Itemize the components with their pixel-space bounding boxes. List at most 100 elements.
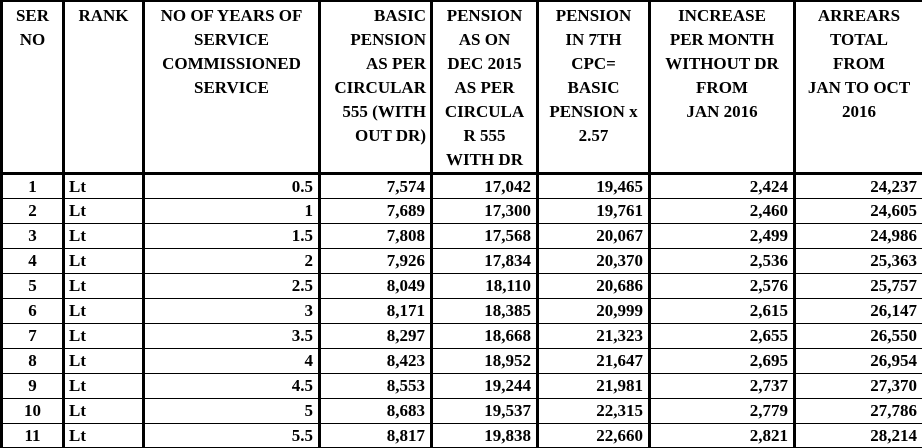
- cell-rank: Lt: [62, 248, 145, 274]
- cell-arrears: 26,147: [793, 298, 922, 324]
- cell-basic_pension: 7,926: [318, 248, 433, 274]
- cell-rank: Lt: [62, 198, 145, 224]
- cell-pension_dec_2015: 17,042: [430, 173, 539, 199]
- table-header-row: SER NO RANK NO OF YEARS OF SERVICE COMMISS…: [0, 0, 922, 175]
- header-cell-ser_no: SER NO: [0, 0, 65, 175]
- cell-basic_pension: 8,423: [318, 348, 433, 374]
- cell-increase: 2,821: [648, 423, 796, 448]
- cell-increase: 2,499: [648, 223, 796, 249]
- table-row: 9 Lt 4.5 8,553 19,244 21,981 2,737 27,370: [0, 373, 922, 399]
- cell-basic_pension: 7,808: [318, 223, 433, 249]
- cell-rank: Lt: [62, 173, 145, 199]
- cell-years_of_service: 1: [142, 198, 321, 224]
- cell-years_of_service: 3: [142, 298, 321, 324]
- cell-years_of_service: 4.5: [142, 373, 321, 399]
- cell-rank: Lt: [62, 398, 145, 424]
- header-cell-pension_dec_2015: PENSION AS ON DEC 2015 AS PER CIRCULA R …: [430, 0, 539, 175]
- cell-arrears: 24,986: [793, 223, 922, 249]
- table-row: 2 Lt 1 7,689 17,300 19,761 2,460 24,605: [0, 198, 922, 224]
- cell-pension_dec_2015: 17,834: [430, 248, 539, 274]
- table-row: 6 Lt 3 8,171 18,385 20,999 2,615 26,147: [0, 298, 922, 324]
- table-row: 8 Lt 4 8,423 18,952 21,647 2,695 26,954: [0, 348, 922, 374]
- cell-rank: Lt: [62, 423, 145, 448]
- cell-basic_pension: 8,049: [318, 273, 433, 299]
- cell-increase: 2,536: [648, 248, 796, 274]
- cell-pension_7th_cpc: 21,981: [536, 373, 651, 399]
- cell-ser_no: 2: [0, 198, 65, 224]
- cell-pension_7th_cpc: 20,686: [536, 273, 651, 299]
- cell-basic_pension: 8,171: [318, 298, 433, 324]
- cell-years_of_service: 5: [142, 398, 321, 424]
- cell-rank: Lt: [62, 223, 145, 249]
- cell-ser_no: 9: [0, 373, 65, 399]
- cell-years_of_service: 2: [142, 248, 321, 274]
- table-row: 5 Lt 2.5 8,049 18,110 20,686 2,576 25,757: [0, 273, 922, 299]
- cell-increase: 2,576: [648, 273, 796, 299]
- cell-ser_no: 3: [0, 223, 65, 249]
- cell-increase: 2,460: [648, 198, 796, 224]
- cell-arrears: 25,757: [793, 273, 922, 299]
- header-cell-years_of_service: NO OF YEARS OF SERVICE COMMISSIONED SERV…: [142, 0, 321, 175]
- header-cell-arrears: ARREARS TOTAL FROM JAN TO OCT 2016: [793, 0, 922, 175]
- cell-pension_dec_2015: 18,668: [430, 323, 539, 349]
- cell-pension_7th_cpc: 19,465: [536, 173, 651, 199]
- cell-pension_7th_cpc: 20,370: [536, 248, 651, 274]
- cell-years_of_service: 0.5: [142, 173, 321, 199]
- cell-pension_dec_2015: 17,300: [430, 198, 539, 224]
- cell-pension_7th_cpc: 20,067: [536, 223, 651, 249]
- cell-pension_7th_cpc: 22,660: [536, 423, 651, 448]
- cell-ser_no: 1: [0, 173, 65, 199]
- cell-pension_7th_cpc: 22,315: [536, 398, 651, 424]
- table-row: 3 Lt 1.5 7,808 17,568 20,067 2,499 24,986: [0, 223, 922, 249]
- cell-increase: 2,424: [648, 173, 796, 199]
- cell-pension_dec_2015: 18,952: [430, 348, 539, 374]
- cell-pension_dec_2015: 18,385: [430, 298, 539, 324]
- cell-ser_no: 8: [0, 348, 65, 374]
- cell-basic_pension: 7,689: [318, 198, 433, 224]
- cell-ser_no: 10: [0, 398, 65, 424]
- cell-years_of_service: 5.5: [142, 423, 321, 448]
- cell-ser_no: 7: [0, 323, 65, 349]
- cell-years_of_service: 1.5: [142, 223, 321, 249]
- cell-pension_dec_2015: 19,838: [430, 423, 539, 448]
- header-cell-basic_pension: BASIC PENSION AS PER CIRCULAR 555 (WITH …: [318, 0, 433, 175]
- cell-ser_no: 5: [0, 273, 65, 299]
- cell-rank: Lt: [62, 323, 145, 349]
- header-cell-increase: INCREASE PER MONTH WITHOUT DR FROM JAN 2…: [648, 0, 796, 175]
- cell-arrears: 28,214: [793, 423, 922, 448]
- cell-years_of_service: 2.5: [142, 273, 321, 299]
- cell-arrears: 26,550: [793, 323, 922, 349]
- cell-basic_pension: 8,553: [318, 373, 433, 399]
- cell-arrears: 27,370: [793, 373, 922, 399]
- cell-increase: 2,779: [648, 398, 796, 424]
- cell-arrears: 24,605: [793, 198, 922, 224]
- cell-pension_7th_cpc: 21,647: [536, 348, 651, 374]
- cell-years_of_service: 4: [142, 348, 321, 374]
- cell-pension_dec_2015: 18,110: [430, 273, 539, 299]
- cell-arrears: 24,237: [793, 173, 922, 199]
- cell-basic_pension: 8,683: [318, 398, 433, 424]
- cell-rank: Lt: [62, 348, 145, 374]
- table-header: SER NO RANK NO OF YEARS OF SERVICE COMMISS…: [0, 0, 922, 175]
- cell-basic_pension: 7,574: [318, 173, 433, 199]
- table-row: 7 Lt 3.5 8,297 18,668 21,323 2,655 26,550: [0, 323, 922, 349]
- table-row: 10 Lt 5 8,683 19,537 22,315 2,779 27,786: [0, 398, 922, 424]
- cell-years_of_service: 3.5: [142, 323, 321, 349]
- header-cell-rank: RANK: [62, 0, 145, 175]
- cell-increase: 2,615: [648, 298, 796, 324]
- cell-increase: 2,737: [648, 373, 796, 399]
- cell-rank: Lt: [62, 273, 145, 299]
- cell-rank: Lt: [62, 298, 145, 324]
- cell-pension_7th_cpc: 20,999: [536, 298, 651, 324]
- table-body: 1 Lt 0.5 7,574 17,042 19,465 2,424 24,237 2 Lt 1 7,…: [0, 173, 922, 448]
- cell-basic_pension: 8,817: [318, 423, 433, 448]
- cell-ser_no: 6: [0, 298, 65, 324]
- table-row: 4 Lt 2 7,926 17,834 20,370 2,536 25,363: [0, 248, 922, 274]
- cell-pension_dec_2015: 19,244: [430, 373, 539, 399]
- cell-pension_dec_2015: 17,568: [430, 223, 539, 249]
- table-row: 11 Lt 5.5 8,817 19,838 22,660 2,821 28,214: [0, 423, 922, 448]
- cell-increase: 2,655: [648, 323, 796, 349]
- cell-pension_7th_cpc: 19,761: [536, 198, 651, 224]
